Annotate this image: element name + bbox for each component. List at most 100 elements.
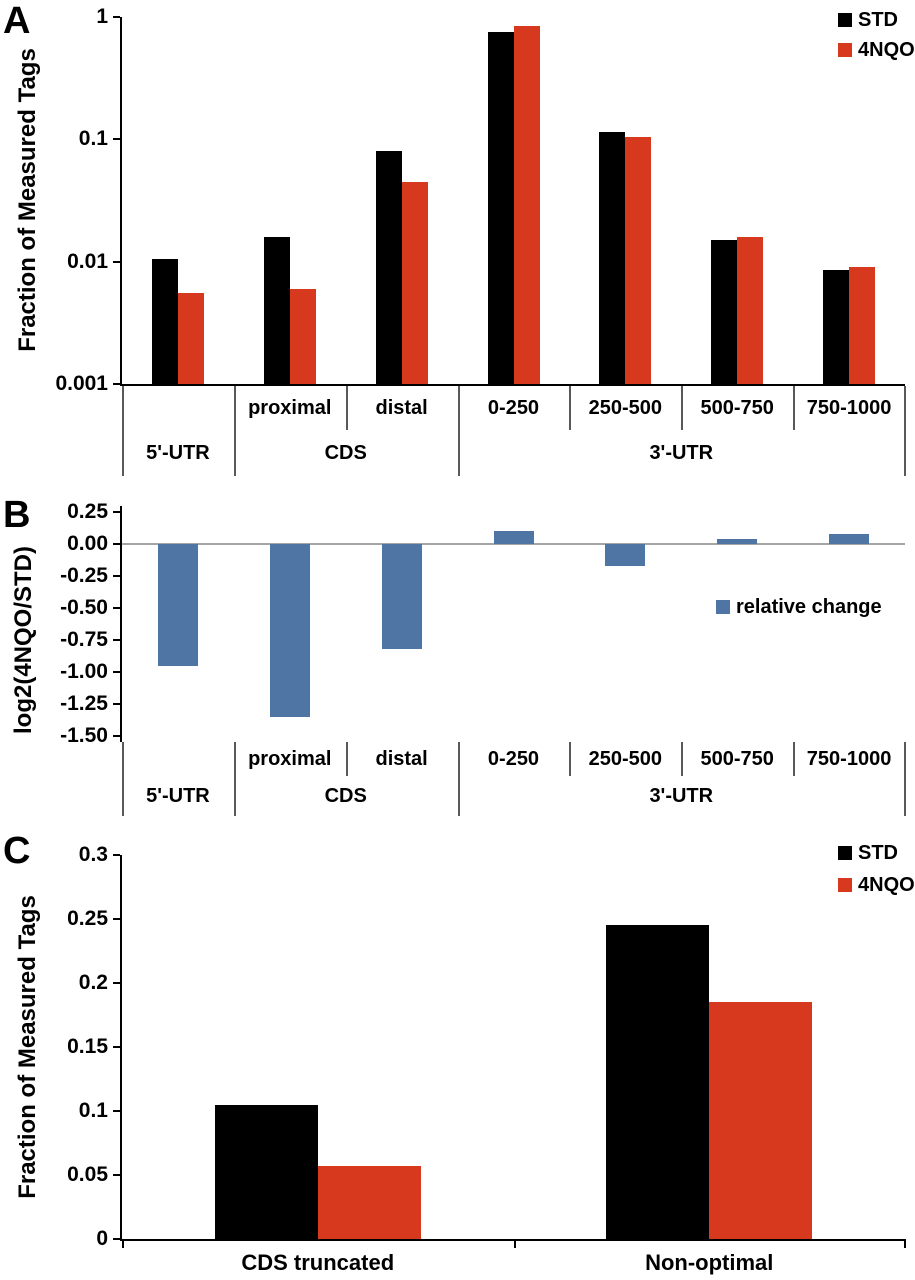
y-tick-label: -0.50	[60, 596, 108, 619]
group-label: CDS	[324, 785, 367, 807]
y-tick-mark	[113, 575, 120, 577]
category-separator	[346, 742, 348, 776]
bar-relative-change	[269, 544, 310, 717]
bar-4NQO	[709, 1002, 813, 1239]
y-tick-mark	[113, 16, 120, 18]
bar-4NQO	[513, 25, 540, 384]
category-separator	[346, 386, 348, 430]
y-tick-label: -0.75	[60, 628, 108, 651]
y-tick-label: 0.00	[67, 532, 108, 555]
y-tick-label: 1	[96, 5, 108, 28]
category-separator	[569, 386, 571, 430]
y-tick-label: -1.50	[60, 724, 108, 747]
category-label: 500-750	[700, 397, 774, 419]
y-tick-mark	[113, 1238, 120, 1240]
y-tick-mark	[113, 261, 120, 263]
bar-relative-change	[381, 544, 422, 649]
y-tick-label: 0.1	[78, 127, 108, 150]
y-tick-label: -1.00	[60, 660, 108, 683]
y-tick-label: -1.25	[60, 692, 108, 715]
group-separator	[234, 742, 236, 816]
y-tick-mark	[113, 1046, 120, 1048]
y-tick-mark	[113, 639, 120, 641]
y-tick-mark	[113, 854, 120, 856]
legend-label: 4NQO	[858, 39, 915, 61]
group-separator	[458, 742, 460, 816]
x-axis-line	[120, 384, 905, 386]
group-label: 5'-UTR	[146, 442, 210, 464]
category-label: proximal	[248, 748, 332, 770]
y-tick-label: 0.05	[67, 1163, 108, 1186]
bar-4NQO	[737, 236, 764, 384]
legend-swatch-1	[838, 878, 852, 892]
group-separator	[904, 386, 906, 476]
category-separator	[569, 742, 571, 776]
y-tick-label: 0.2	[78, 971, 108, 994]
y-tick-mark	[113, 511, 120, 513]
bar-STD	[606, 925, 710, 1239]
bar-relative-change	[157, 544, 198, 666]
category-label: distal	[375, 748, 428, 770]
y-tick-label: 0	[96, 1227, 108, 1250]
legend-swatch-1	[838, 43, 852, 57]
category-label: distal	[375, 397, 428, 419]
bar-STD	[823, 270, 850, 384]
category-label: 500-750	[700, 748, 774, 770]
legend-swatch-0	[716, 600, 730, 614]
category-label: 250-500	[588, 748, 663, 770]
y-axis-line	[120, 506, 122, 742]
y-tick-label: 0.01	[67, 250, 108, 273]
bar-STD	[151, 259, 178, 384]
y-tick-label: 0.15	[67, 1035, 108, 1058]
y-tick-label: 0.3	[78, 843, 108, 866]
legend-label: STD	[858, 9, 898, 31]
group-separator	[122, 742, 124, 816]
bar-relative-change	[493, 531, 534, 544]
bar-STD	[487, 32, 514, 384]
y-tick-mark	[113, 982, 120, 984]
y-tick-mark	[113, 735, 120, 737]
bar-4NQO	[317, 1166, 421, 1239]
y-tick-mark	[113, 607, 120, 609]
group-label: 3'-UTR	[649, 442, 714, 464]
bar-STD	[214, 1104, 318, 1239]
panel-b-letter: B	[3, 494, 31, 536]
group-label: 3'-UTR	[649, 785, 714, 807]
category-separator	[793, 386, 795, 430]
category-label: 250-500	[588, 397, 663, 419]
y-tick-label: 0.1	[78, 1099, 108, 1122]
zero-line	[122, 543, 905, 545]
y-tick-mark	[113, 383, 120, 385]
x-axis-line	[120, 1239, 905, 1241]
y-tick-label: 0.25	[67, 500, 108, 523]
y-tick-mark	[113, 1110, 120, 1112]
bar-relative-change	[829, 533, 870, 544]
y-tick-mark	[113, 1174, 120, 1176]
legend-swatch-0	[838, 13, 852, 27]
bar-4NQO	[849, 267, 876, 384]
category-label: 750-1000	[806, 397, 892, 419]
category-label: CDS truncated	[241, 1250, 395, 1275]
y-axis-line	[120, 17, 122, 384]
y-tick-mark	[113, 543, 120, 545]
y-tick-label: 0.25	[67, 907, 108, 930]
category-label: 750-1000	[806, 748, 892, 770]
category-tick	[904, 1239, 906, 1248]
y-tick-mark	[113, 918, 120, 920]
bar-4NQO	[401, 181, 428, 384]
y-tick-label: -0.25	[60, 564, 108, 587]
y-tick-mark	[113, 138, 120, 140]
bar-relative-change	[605, 544, 646, 566]
group-separator	[904, 742, 906, 816]
bar-4NQO	[289, 288, 316, 384]
group-label: CDS	[324, 442, 367, 464]
y-tick-label: 0.001	[55, 372, 108, 395]
panel-c-letter: C	[3, 830, 31, 872]
y-tick-mark	[113, 671, 120, 673]
legend-label: 4NQO	[858, 874, 915, 896]
bar-4NQO	[625, 136, 652, 384]
bar-relative-change	[717, 538, 758, 544]
